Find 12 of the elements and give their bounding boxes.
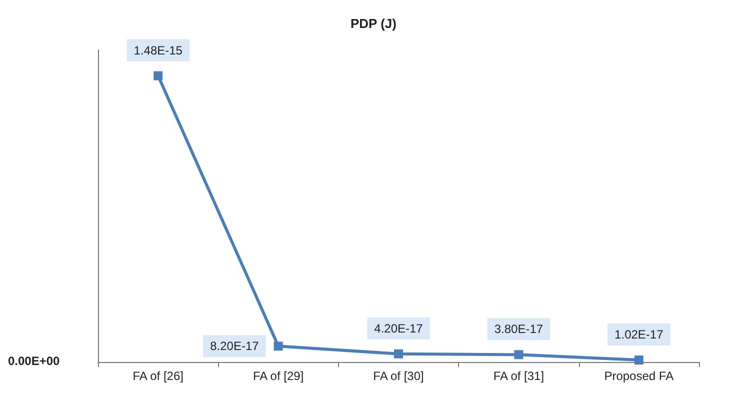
text: 0.00E+00 xyxy=(8,354,60,368)
data-label: 1.48E-15 xyxy=(134,43,183,58)
x-tick-label: FA of [29] xyxy=(252,369,304,383)
data-label: 1.02E-17 xyxy=(614,328,664,342)
data-label: 8.20E-17 xyxy=(210,339,260,354)
x-tick-label: Proposed FA xyxy=(604,369,674,383)
x-tick-label: FA of [31] xyxy=(493,369,544,383)
data-label: 4.20E-17 xyxy=(374,321,424,336)
data-label: 3.80E-17 xyxy=(494,322,544,336)
chart-title: PDP (J) xyxy=(350,16,396,31)
x-tick-label: FA of [26] xyxy=(132,369,184,383)
x-tick-label: FA of [30] xyxy=(373,369,424,383)
